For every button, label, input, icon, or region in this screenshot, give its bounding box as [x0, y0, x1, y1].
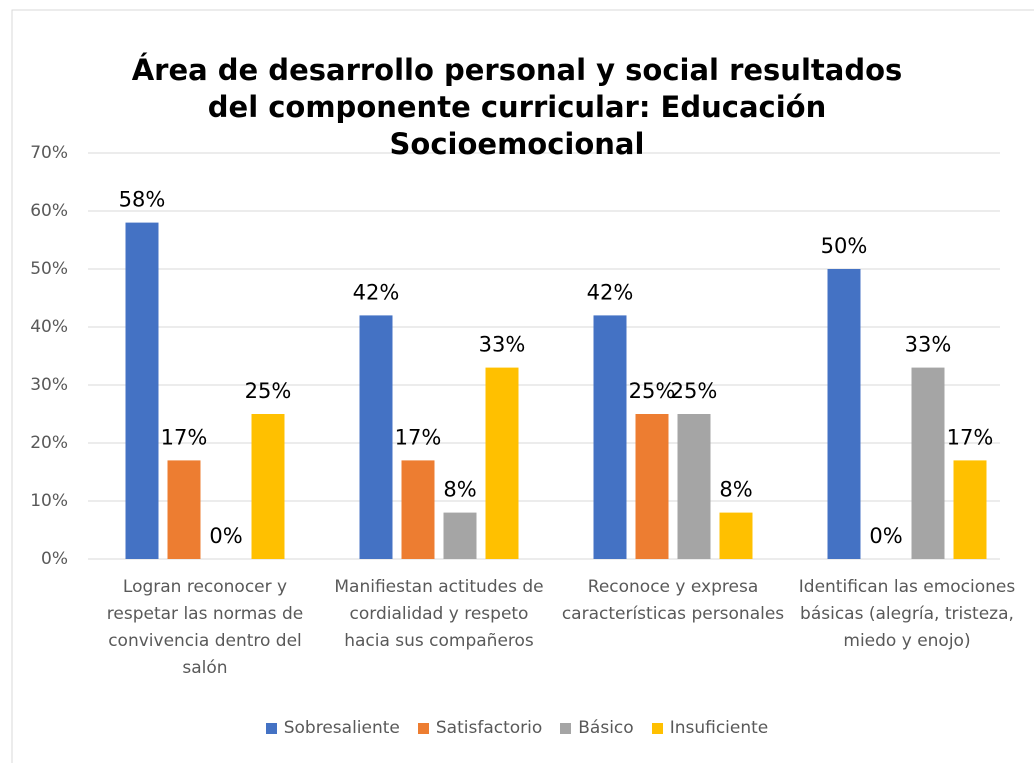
- data-label: 8%: [443, 478, 476, 502]
- bar: [677, 414, 711, 559]
- chart-title: Área de desarrollo personal y social res…: [131, 53, 903, 161]
- bar: [401, 460, 435, 559]
- bar: [827, 269, 861, 559]
- data-label: 33%: [905, 333, 952, 357]
- bar: [719, 512, 753, 559]
- y-tick-label: 70%: [30, 143, 68, 163]
- legend-swatch: [651, 722, 663, 734]
- legend-item: Sobresaliente: [265, 718, 400, 738]
- y-tick-label: 0%: [41, 549, 68, 569]
- x-tick-label: Logran reconocer y respetar las normas d…: [106, 577, 304, 678]
- x-tick-label: Reconoce y expresa características perso…: [561, 577, 785, 624]
- data-label: 17%: [947, 425, 994, 449]
- x-tick-label: Manifiestan actitudes de cordialidad y r…: [334, 577, 544, 651]
- data-label: 25%: [245, 379, 292, 403]
- data-label: 0%: [869, 524, 902, 548]
- y-tick-label: 40%: [30, 317, 68, 337]
- bar: [251, 414, 285, 559]
- data-label: 58%: [119, 188, 166, 212]
- y-tick-label: 10%: [30, 491, 68, 511]
- bar: [443, 512, 477, 559]
- bar: [953, 460, 987, 559]
- bar: [167, 460, 201, 559]
- data-label: 25%: [671, 379, 718, 403]
- legend-label: Sobresaliente: [283, 718, 400, 738]
- bar: [359, 315, 393, 559]
- legend-item: Satisfactorio: [417, 718, 543, 738]
- bar: [911, 367, 945, 559]
- bar: [635, 414, 669, 559]
- legend-label: Insuficiente: [669, 718, 769, 738]
- data-label: 17%: [395, 425, 442, 449]
- data-label: 50%: [821, 234, 868, 258]
- data-label: 0%: [209, 524, 242, 548]
- bar: [485, 367, 519, 559]
- legend-label: Satisfactorio: [435, 718, 543, 738]
- legend-swatch: [417, 722, 429, 734]
- data-label: 25%: [629, 379, 676, 403]
- y-tick-label: 50%: [30, 259, 68, 279]
- legend-swatch: [560, 722, 572, 734]
- bar: [125, 222, 159, 559]
- data-label: 8%: [719, 478, 752, 502]
- legend-label: Básico: [578, 718, 634, 738]
- y-tick-label: 60%: [30, 201, 68, 221]
- data-label: 33%: [479, 333, 526, 357]
- legend-swatch: [265, 722, 277, 734]
- legend: Sobresaliente Satisfactorio Básico Insufici…: [0, 718, 1034, 738]
- data-label: 17%: [161, 425, 208, 449]
- legend-item: Insuficiente: [651, 718, 769, 738]
- y-tick-label: 20%: [30, 433, 68, 453]
- x-tick-label: Identifican las emociones básicas (alegr…: [798, 577, 1016, 651]
- y-tick-label: 30%: [30, 375, 68, 395]
- chart-border: [11, 9, 1034, 763]
- data-label: 42%: [353, 280, 400, 304]
- bar: [593, 315, 627, 559]
- data-label: 42%: [587, 280, 634, 304]
- legend-item: Básico: [560, 718, 634, 738]
